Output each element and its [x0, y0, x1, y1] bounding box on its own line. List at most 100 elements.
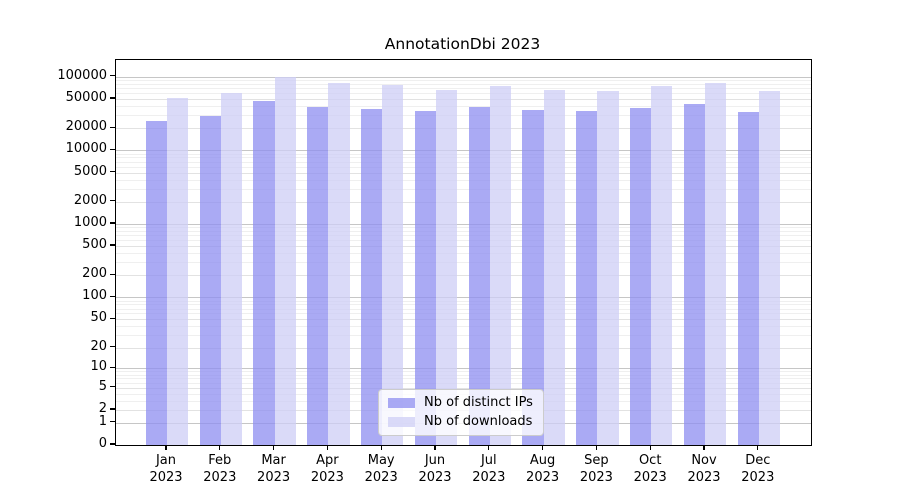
x-tick-mark-jun [434, 445, 436, 450]
bar-downloads-aug [543, 90, 565, 445]
gridline-50 [116, 319, 811, 321]
y-tick-label-5: 5 [98, 378, 107, 394]
gridline-1000 [116, 223, 811, 225]
gridline-5 [116, 387, 811, 389]
y-tick-mark-5 [110, 386, 115, 388]
y-tick-mark-2000 [110, 200, 115, 202]
x-tick-label-sep: Sep 2023 [579, 453, 613, 485]
y-tick-label-10: 10 [90, 359, 107, 375]
x-tick-label-jan: Jan 2023 [149, 453, 183, 485]
y-tick-label-10000: 10000 [65, 141, 107, 157]
y-tick-label-100: 100 [82, 288, 107, 304]
x-tick-label-may: May 2023 [364, 453, 398, 485]
y-tick-mark-0 [110, 443, 115, 445]
x-tick-mark-dec [757, 445, 759, 450]
x-tick-label-apr: Apr 2023 [310, 453, 344, 485]
x-tick-label-oct: Oct 2023 [633, 453, 667, 485]
legend-label-downloads: Nb of downloads [424, 414, 533, 429]
bar-ips-aug [522, 110, 544, 445]
gridline-30000 [116, 115, 811, 117]
bar-ips-jun [414, 111, 436, 445]
y-tick-label-50000: 50000 [65, 89, 107, 105]
gridline-70 [116, 308, 811, 310]
y-tick-mark-10 [110, 366, 115, 368]
y-tick-label-1000: 1000 [73, 214, 107, 230]
bar-ips-feb [199, 116, 221, 445]
bar-downloads-jan [167, 97, 189, 445]
y-tick-mark-10000 [110, 148, 115, 150]
gridline-6000 [116, 166, 811, 168]
bar-downloads-apr [328, 83, 350, 445]
y-tick-mark-100000 [110, 75, 115, 77]
chart-title: AnnotationDbi 2023 [384, 35, 541, 53]
y-tick-mark-20000 [110, 126, 115, 128]
y-tick-label-50: 50 [90, 310, 107, 326]
x-tick-label-feb: Feb 2023 [203, 453, 237, 485]
x-tick-mark-sep [595, 445, 598, 450]
x-tick-label-jun: Jun 2023 [418, 453, 452, 485]
gridline-90000 [116, 80, 811, 82]
y-tick-mark-2 [110, 408, 115, 410]
x-tick-mark-mar [272, 445, 275, 450]
y-tick-label-200: 200 [82, 266, 107, 282]
bar-ips-sep [576, 110, 598, 445]
x-tick-label-aug: Aug 2023 [526, 453, 560, 485]
gridline-60000 [116, 93, 811, 95]
y-tick-mark-1000 [110, 222, 115, 224]
gridline-800 [116, 231, 811, 233]
x-tick-label-jul: Jul 2023 [472, 453, 506, 485]
gridline-20000 [116, 128, 811, 130]
x-tick-mark-oct [649, 445, 651, 450]
gridline-7 [116, 378, 811, 380]
gridline-50000 [116, 98, 811, 100]
x-tick-mark-nov [703, 445, 705, 450]
gridline-900 [116, 227, 811, 229]
gridline-600 [116, 240, 811, 242]
gridline-40000 [116, 106, 811, 107]
x-tick-label-dec: Dec 2023 [741, 453, 775, 485]
bar-downloads-dec [758, 90, 780, 445]
bar-downloads-sep [597, 91, 619, 445]
gridline-100000 [116, 76, 811, 78]
gridline-20 [116, 347, 811, 349]
bar-ips-apr [307, 106, 329, 445]
gridline-9000 [116, 153, 811, 155]
y-tick-label-2: 2 [98, 400, 107, 416]
grid-layer [116, 60, 811, 445]
legend-label-distinct-ips: Nb of distinct IPs [424, 395, 533, 410]
gridline-70000 [116, 88, 811, 90]
bar-downloads-oct [651, 86, 673, 445]
y-tick-mark-100 [110, 295, 115, 297]
x-tick-mark-may [380, 445, 382, 450]
y-tick-mark-5000 [110, 170, 115, 173]
gridline-3000 [116, 188, 811, 190]
legend: Nb of distinct IPs Nb of downloads [378, 389, 544, 436]
gridline-700 [116, 235, 811, 237]
bar-downloads-feb [220, 93, 242, 445]
gridline-60 [116, 313, 811, 315]
y-tick-mark-200 [110, 273, 115, 275]
bar-downloads-nov [705, 83, 727, 445]
gridline-500 [116, 246, 811, 248]
bar-downloads-may [382, 85, 404, 445]
legend-item-downloads: Nb of downloads [388, 415, 534, 429]
bar-downloads-mar [274, 77, 296, 445]
gridline-7000 [116, 161, 811, 163]
y-tick-mark-20 [110, 345, 115, 348]
legend-item-distinct-ips: Nb of distinct IPs [388, 396, 534, 410]
gridline-6 [116, 382, 811, 384]
plot-area [115, 59, 812, 446]
gridline-8 [116, 374, 811, 376]
gridline-30 [116, 335, 811, 337]
gridline-8000 [116, 157, 811, 159]
x-tick-mark-feb [219, 445, 221, 450]
gridline-90 [116, 300, 811, 302]
bar-ips-may [361, 109, 383, 445]
gridline-10 [116, 368, 811, 370]
y-tick-label-2000: 2000 [73, 192, 107, 208]
gridline-300 [116, 262, 811, 264]
bar-ips-dec [737, 112, 759, 445]
gridline-10000 [116, 150, 811, 152]
gridline-200 [116, 275, 811, 277]
